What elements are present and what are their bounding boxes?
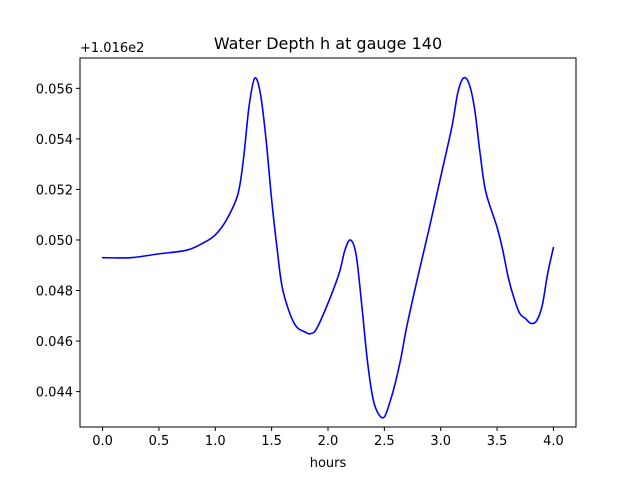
- chart-title: Water Depth h at gauge 140: [214, 34, 442, 53]
- x-axis-label: hours: [310, 456, 347, 471]
- x-tick-label: 2.5: [374, 434, 395, 449]
- series-line-0: [101, 76, 555, 419]
- x-tick-label: 1.0: [205, 434, 226, 449]
- y-tick-label: 0.054: [36, 133, 73, 148]
- y-tick-label: 0.050: [36, 234, 73, 249]
- y-tick-label: 0.052: [36, 183, 73, 198]
- y-tick-label: 0.044: [36, 386, 73, 401]
- x-tick-label: 2.0: [318, 434, 339, 449]
- axes-frame: [79, 57, 577, 428]
- x-tick-label: 0.5: [149, 434, 170, 449]
- x-tick-label: 1.5: [261, 434, 282, 449]
- x-tick-label: 3.5: [487, 434, 508, 449]
- y-tick-label: 0.048: [36, 285, 73, 300]
- y-tick-label: 0.056: [36, 82, 73, 97]
- x-axis: 0.0 0.5 1.0 1.5 2.0 2.5 3.0 3.5 4.0: [92, 427, 564, 449]
- x-tick-label: 4.0: [543, 434, 564, 449]
- x-tick-label: 0.0: [92, 434, 113, 449]
- y-axis-offset-label: +1.016e2: [80, 41, 144, 56]
- y-tick-label: 0.046: [36, 335, 73, 350]
- x-tick-label: 3.0: [430, 434, 451, 449]
- y-axis: 0.044 0.046 0.048 0.050 0.052 0.054 0.056: [36, 82, 80, 401]
- plot-area: [101, 76, 555, 419]
